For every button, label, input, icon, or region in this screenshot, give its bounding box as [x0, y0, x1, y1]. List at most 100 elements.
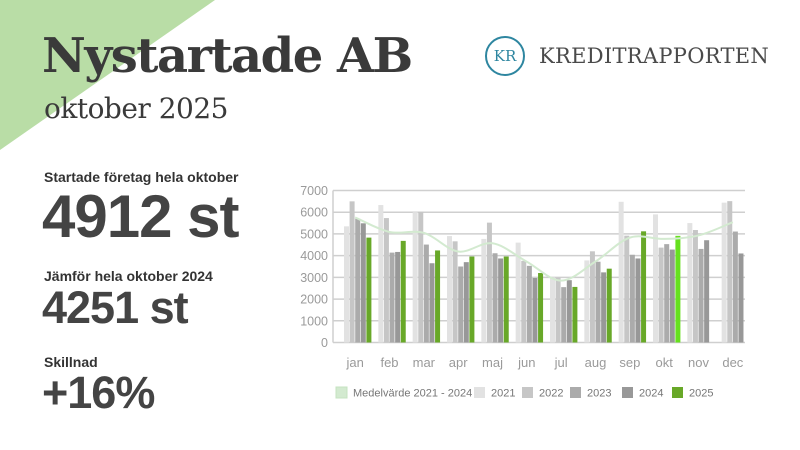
bar-2021-aug [584, 260, 590, 343]
bar-2023-mar [423, 244, 429, 343]
y-tick-label: 0 [321, 336, 328, 350]
stat-label-diff: Skillnad [44, 354, 98, 370]
legend-swatch [570, 387, 581, 398]
bar-2021-mar [412, 212, 418, 343]
logo-name: KREDITRAPPORTEN [539, 44, 770, 68]
legend-swatch [474, 387, 485, 398]
x-tick-label: apr [449, 355, 468, 370]
x-tick-label: okt [655, 355, 673, 370]
bar-2021-nov [687, 223, 693, 343]
legend-label: 2024 [639, 388, 663, 400]
x-tick-label: jun [517, 355, 535, 370]
x-tick-label: maj [482, 355, 503, 370]
bar-2023-nov [698, 248, 704, 343]
bar-2021-jan [344, 226, 349, 343]
bar-2022-okt [658, 247, 664, 343]
bar-2025-mar [435, 250, 441, 343]
bar-2024-dec [738, 253, 744, 343]
bar-2024-mar [429, 263, 435, 343]
bar-2024-nov [704, 240, 710, 343]
logo-mark: KR [485, 36, 525, 76]
legend-label: 2025 [689, 388, 713, 400]
bar-2023-maj [492, 253, 498, 343]
bar-2025-jun [538, 273, 544, 343]
legend-label: 2022 [539, 388, 563, 400]
bar-2025-maj [503, 256, 509, 343]
bar-2023-okt [664, 244, 670, 343]
x-tick-label: jan [345, 355, 363, 370]
stat-label-compare: Jämför hela oktober 2024 [44, 268, 213, 284]
bar-2025-feb [400, 240, 406, 343]
bar-2024-feb [395, 251, 401, 343]
legend-swatch [522, 387, 533, 398]
bar-2022-jan [349, 201, 355, 343]
kreditrapporten-logo: KR KREDITRAPPORTEN [485, 36, 769, 76]
bar-2023-apr [458, 266, 464, 343]
bar-2024-apr [463, 262, 469, 343]
page-title: Nystartade AB [42, 28, 413, 84]
x-tick-label: feb [380, 355, 398, 370]
bar-2024-maj [498, 258, 504, 343]
bar-2022-nov [692, 230, 698, 343]
average-line [354, 216, 734, 282]
y-tick-label: 2000 [300, 293, 328, 307]
stat-label-started: Startade företag hela oktober [44, 169, 239, 185]
bar-2025-aug [606, 268, 612, 343]
bar-2021-apr [447, 236, 452, 343]
bar-2022-jun [521, 260, 527, 343]
bar-2022-maj [486, 222, 492, 343]
bar-2024-jan [360, 223, 366, 343]
bar-2022-jul [555, 277, 561, 343]
stat-value-started: 4912 st [42, 183, 239, 250]
bar-2021-feb [378, 205, 384, 343]
bar-2023-dec [732, 231, 738, 343]
y-tick-label: 1000 [300, 314, 328, 328]
bar-2025-okt [675, 235, 681, 343]
bar-2021-okt [653, 214, 658, 343]
stat-value-compare: 4251 st [42, 282, 189, 333]
bar-2023-feb [389, 252, 395, 343]
x-tick-label: dec [722, 355, 743, 370]
bar-2025-jan [366, 237, 372, 343]
stat-value-diff: +16% [42, 367, 155, 418]
bar-2022-sep [624, 235, 630, 343]
bar-2021-dec [721, 202, 727, 343]
bar-2024-aug [601, 272, 607, 343]
x-tick-label: nov [688, 355, 709, 370]
bar-2022-dec [727, 201, 733, 343]
bar-2022-mar [418, 211, 424, 343]
legend-swatch [335, 386, 348, 399]
bar-2025-jul [572, 286, 578, 343]
x-tick-label: aug [585, 355, 607, 370]
bar-2021-jul [550, 277, 555, 343]
bar-2021-jun [515, 242, 521, 343]
legend-label: Medelvärde 2021 - 2024 [353, 388, 472, 400]
x-tick-label: jul [554, 355, 568, 370]
x-tick-label: sep [619, 355, 640, 370]
bar-2021-maj [481, 238, 487, 343]
y-tick-label: 4000 [300, 249, 328, 263]
bar-2024-okt [669, 249, 675, 343]
bar-2023-jun [526, 265, 532, 343]
legend-label: 2021 [491, 388, 515, 400]
bar-2022-feb [383, 218, 389, 343]
legend-label: 2023 [587, 388, 611, 400]
bar-2025-apr [469, 256, 475, 343]
y-tick-label: 6000 [300, 206, 328, 220]
bar-2024-jul [566, 280, 572, 343]
bar-2023-aug [595, 261, 601, 343]
bar-2024-jun [532, 278, 538, 343]
y-tick-label: 5000 [300, 227, 328, 241]
bar-2022-apr [452, 241, 458, 343]
bar-2021-sep [618, 201, 624, 343]
bar-2023-jul [561, 287, 567, 343]
page-subtitle: oktober 2025 [44, 92, 228, 125]
y-tick-label: 3000 [300, 271, 328, 285]
bar-2022-aug [589, 251, 595, 343]
legend-swatch [672, 387, 683, 398]
x-tick-label: mar [413, 355, 436, 370]
bar-2023-sep [629, 254, 635, 343]
legend-swatch [622, 387, 633, 398]
